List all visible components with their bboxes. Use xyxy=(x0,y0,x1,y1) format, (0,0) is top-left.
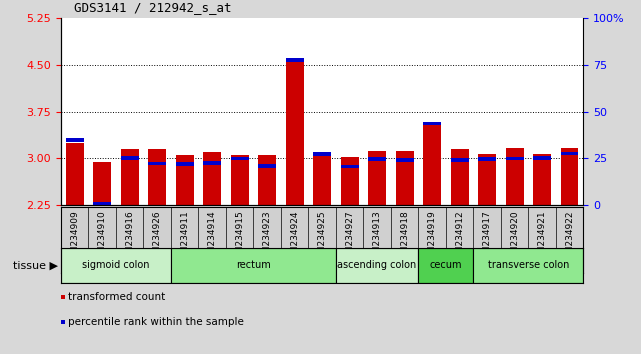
Bar xyxy=(395,159,413,162)
Bar xyxy=(286,62,304,205)
Bar xyxy=(506,156,524,160)
Bar xyxy=(66,143,83,205)
Text: GSM234910: GSM234910 xyxy=(97,210,106,265)
Text: GSM234917: GSM234917 xyxy=(483,210,492,265)
Text: GSM234920: GSM234920 xyxy=(510,210,519,265)
Text: GSM234911: GSM234911 xyxy=(180,210,189,265)
Bar xyxy=(313,152,331,205)
Text: GDS3141 / 212942_s_at: GDS3141 / 212942_s_at xyxy=(74,1,231,14)
Bar xyxy=(478,154,496,205)
Bar xyxy=(121,149,138,205)
Bar xyxy=(176,155,194,205)
Bar xyxy=(148,149,166,205)
Bar xyxy=(203,152,221,205)
Text: GSM234926: GSM234926 xyxy=(153,210,162,265)
Bar xyxy=(258,164,276,168)
Text: transverse colon: transverse colon xyxy=(488,261,569,270)
Text: tissue ▶: tissue ▶ xyxy=(13,261,58,270)
Bar xyxy=(395,151,413,205)
Text: GSM234909: GSM234909 xyxy=(70,210,79,265)
Text: GSM234918: GSM234918 xyxy=(400,210,409,265)
Text: ascending colon: ascending colon xyxy=(337,261,417,270)
Bar xyxy=(340,156,358,205)
Text: GSM234915: GSM234915 xyxy=(235,210,244,265)
Bar xyxy=(423,121,441,125)
Bar xyxy=(368,157,386,161)
Text: GSM234922: GSM234922 xyxy=(565,210,574,265)
Bar xyxy=(561,152,578,155)
Bar xyxy=(473,248,583,283)
Bar xyxy=(171,248,336,283)
Text: GSM234913: GSM234913 xyxy=(372,210,381,265)
Bar xyxy=(286,58,304,62)
Text: GSM234919: GSM234919 xyxy=(428,210,437,265)
Bar xyxy=(419,248,473,283)
Bar xyxy=(121,156,138,160)
Bar xyxy=(203,161,221,165)
Bar xyxy=(368,151,386,205)
Text: GSM234914: GSM234914 xyxy=(208,210,217,265)
Text: GSM234927: GSM234927 xyxy=(345,210,354,265)
Text: cecum: cecum xyxy=(429,261,462,270)
Bar xyxy=(451,159,469,162)
Text: transformed count: transformed count xyxy=(69,292,165,302)
Text: GSM234923: GSM234923 xyxy=(263,210,272,265)
Text: GSM234916: GSM234916 xyxy=(125,210,134,265)
Text: GSM234921: GSM234921 xyxy=(538,210,547,265)
Bar xyxy=(533,156,551,160)
Bar xyxy=(313,152,331,156)
Bar xyxy=(148,161,166,165)
Bar xyxy=(231,155,249,205)
Text: percentile rank within the sample: percentile rank within the sample xyxy=(69,317,244,327)
Text: GSM234925: GSM234925 xyxy=(317,210,327,265)
Bar xyxy=(231,156,249,160)
Bar xyxy=(478,157,496,161)
Bar xyxy=(336,248,419,283)
Bar xyxy=(258,155,276,205)
Bar xyxy=(451,149,469,205)
Bar xyxy=(423,122,441,205)
Bar xyxy=(93,202,111,206)
Text: sigmoid colon: sigmoid colon xyxy=(82,261,149,270)
Text: GSM234924: GSM234924 xyxy=(290,210,299,265)
Bar xyxy=(561,148,578,205)
Bar xyxy=(66,138,83,142)
Bar xyxy=(93,161,111,205)
Bar xyxy=(61,248,171,283)
Bar xyxy=(506,148,524,205)
Bar xyxy=(176,162,194,166)
Bar xyxy=(340,165,358,169)
Text: GSM234912: GSM234912 xyxy=(455,210,464,265)
Bar xyxy=(533,154,551,205)
Text: rectum: rectum xyxy=(236,261,271,270)
